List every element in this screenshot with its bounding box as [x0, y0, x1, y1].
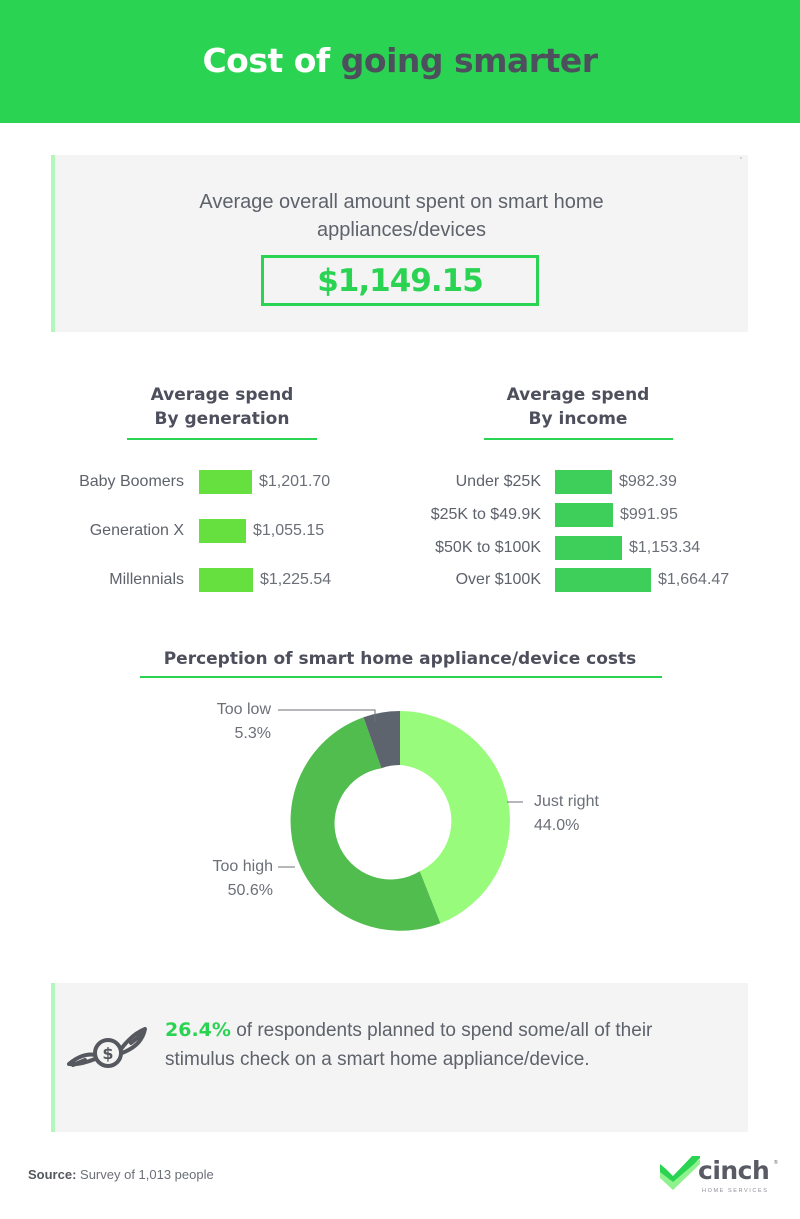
bar-row-under-25k: Under $25K $982.39 [0, 470, 800, 494]
bar-label: Under $25K [455, 473, 541, 490]
slice-label: Too high [212, 858, 274, 875]
description-line-2: appliances/devices [317, 219, 486, 241]
slice-label: Just right [534, 793, 599, 810]
bar [555, 503, 613, 527]
source-note: Source: Survey of 1,013 people [28, 1167, 214, 1182]
flying-money-icon: $ [67, 1027, 147, 1068]
bar-label: $25K to $49.9K [430, 506, 541, 523]
bar-row-over-100k: Over $100K $1,664.47 [0, 568, 800, 592]
bar-row-25k-49k: $25K to $49.9K $991.95 [0, 503, 800, 527]
bar [555, 536, 622, 560]
title-part-1: Cost of [202, 41, 330, 80]
page-title: Cost of going smarter [202, 41, 598, 80]
overall-spend-value-box: $1,149.15 [261, 255, 539, 306]
bar-row-generation-x: Generation X $1,055.15 [0, 519, 800, 543]
slice-value: 44.0% [534, 817, 580, 834]
bar [199, 519, 246, 543]
stimulus-panel: $ 26.4% of respondents planned to spend … [51, 983, 748, 1132]
svg-text:$: $ [102, 1044, 113, 1063]
bar [555, 470, 612, 494]
logo-subtitle: HOME SERVICES [702, 1188, 769, 1194]
logo-registered-mark: ® [774, 1160, 778, 1166]
bar [199, 568, 253, 592]
checkmark-logo-icon [660, 1156, 700, 1190]
source-text: Survey of 1,013 people [76, 1167, 214, 1182]
generation-title-line-1: Average spend [150, 385, 294, 405]
generation-chart-title: Average spend By generation [122, 383, 322, 431]
bar-value: $1,664.47 [658, 571, 730, 588]
bar-label: Millennials [109, 571, 184, 588]
source-label: Source: [28, 1167, 77, 1182]
perception-title-rule [140, 676, 662, 678]
slice-label: Too low [216, 701, 271, 718]
bar-value: $1,225.54 [260, 571, 332, 588]
description-line-1: Average overall amount spent on smart ho… [199, 191, 604, 213]
overall-spend-value: $1,149.15 [317, 262, 484, 299]
donut-slice-too-low [363, 711, 400, 769]
income-title-line-1: Average spend [506, 385, 650, 405]
overall-spend-description: Average overall amount spent on smart ho… [55, 188, 748, 244]
bar-value: $991.95 [620, 506, 678, 523]
overall-spend-panel: Average overall amount spent on smart ho… [51, 155, 748, 332]
generation-title-line-2: By generation [154, 409, 290, 429]
bar-value: $1,055.15 [253, 522, 325, 539]
perception-chart-title: Perception of smart home appliance/devic… [163, 649, 637, 669]
bar [555, 568, 651, 592]
donut-slice-too-high [290, 717, 441, 931]
income-title-line-2: By income [528, 409, 628, 429]
generation-title-rule [127, 438, 317, 440]
bar-row-baby-boomers: Baby Boomers $1,201.70 [0, 470, 800, 494]
decorative-dot [740, 157, 742, 159]
bar-value: $1,153.34 [629, 539, 701, 556]
donut-label-too-high: Too high 50.6% [213, 855, 274, 903]
slice-value: 50.6% [227, 882, 273, 899]
donut-label-too-low: Too low 5.3% [217, 698, 271, 746]
stimulus-statement: 26.4% of respondents planned to spend so… [165, 1016, 725, 1074]
bar-value: $982.39 [619, 473, 677, 490]
header-banner: Cost of going smarter [0, 0, 800, 123]
stimulus-text: of respondents planned to spend some/all… [165, 1020, 653, 1070]
donut-slice-just-right [400, 711, 510, 924]
bar-label: Baby Boomers [79, 473, 184, 490]
leader-line-too-low [278, 709, 376, 722]
bar-label: Generation X [89, 522, 184, 539]
bar [199, 470, 252, 494]
donut-label-just-right: Just right 44.0% [534, 790, 599, 838]
bar-label: Over $100K [455, 571, 541, 588]
bar-row-millennials: Millennials $1,225.54 [0, 568, 800, 592]
cinch-logo: cinch ® HOME SERVICES [660, 1154, 780, 1202]
title-part-2: going smarter [340, 41, 598, 80]
bar-label: $50K to $100K [435, 539, 541, 556]
stimulus-percentage: 26.4% [165, 1019, 231, 1041]
bar-value: $1,201.70 [259, 473, 331, 490]
income-chart-title: Average spend By income [478, 383, 678, 431]
bar-row-50k-100k: $50K to $100K $1,153.34 [0, 536, 800, 560]
income-title-rule [484, 438, 673, 440]
slice-value: 5.3% [234, 725, 271, 742]
logo-wordmark: cinch [698, 1156, 770, 1185]
